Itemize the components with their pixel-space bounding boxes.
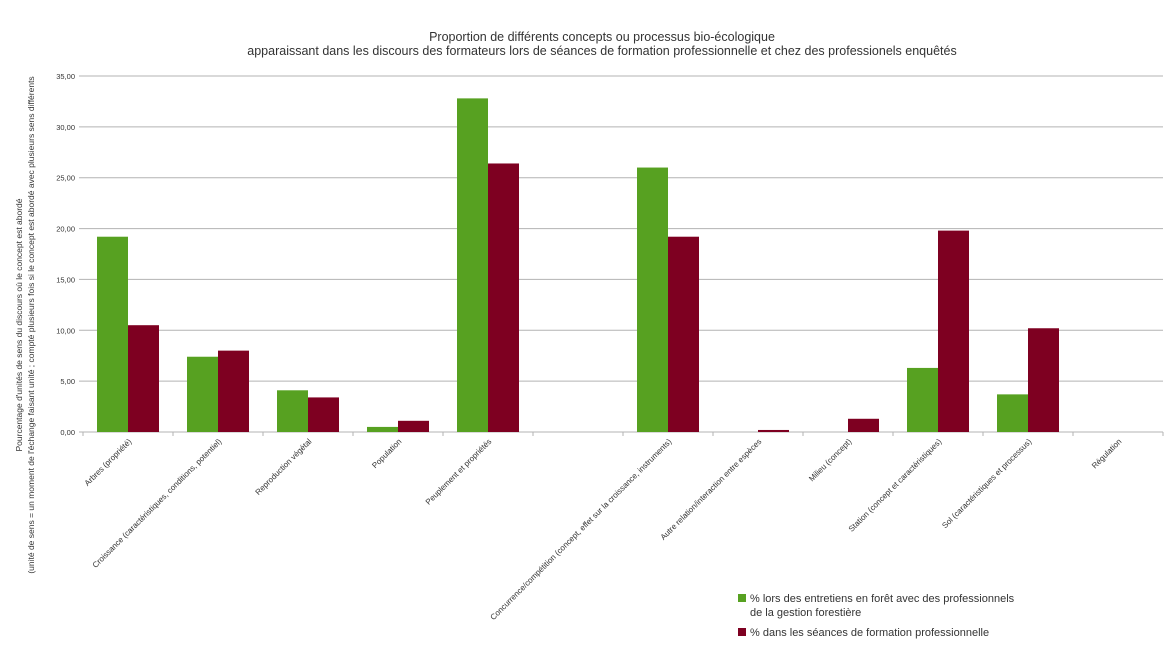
x-tick-label: Station (concept et caractéristiques) (847, 437, 944, 534)
bar (457, 98, 488, 433)
x-tick-label: Sol (caractéristiques et processus) (940, 437, 1033, 530)
bar (308, 397, 339, 432)
bar (848, 418, 879, 432)
bar (128, 325, 159, 432)
bar (277, 390, 308, 432)
y-axis-label: Pourcentage d'unités de sens du discours… (14, 198, 24, 451)
y-tick-label: 10,00 (56, 326, 75, 335)
y-tick-label: 20,00 (56, 225, 75, 234)
chart-title: Proportion de différents concepts ou pro… (429, 30, 775, 44)
bar (907, 367, 938, 432)
x-tick-label: Population (370, 437, 403, 470)
bar (187, 356, 218, 432)
y-tick-label: 5,00 (60, 377, 75, 386)
y-tick-labels: 0,00 5,00 10,00 15,00 20,00 25,00 30,00 35,00 (56, 72, 75, 437)
bar (218, 350, 249, 432)
bar (398, 420, 429, 432)
legend-swatch (738, 628, 746, 636)
legend-label: % dans les séances de formation professi… (750, 627, 989, 639)
y-tick-label: 0,00 (60, 428, 75, 437)
y-tick-label: 25,00 (56, 174, 75, 183)
bar (668, 236, 699, 432)
bars (97, 98, 1059, 433)
bar (1028, 328, 1059, 432)
y-tick-label: 35,00 (56, 72, 75, 81)
x-tick-label: Milieu (concept) (807, 437, 854, 484)
legend-label: de la gestion forestière (750, 607, 861, 619)
y-tick-label: 30,00 (56, 123, 75, 132)
grid-lines (79, 75, 1164, 436)
bar (758, 429, 789, 432)
legend: % lors des entretiens en forêt avec des … (738, 593, 1015, 639)
bar (938, 230, 969, 432)
bar (488, 163, 519, 432)
x-tick-label: Reproduction végétal (254, 437, 314, 497)
bar (997, 394, 1028, 432)
x-tick-label: Arbres (propriété) (83, 437, 134, 488)
bar (367, 426, 398, 432)
x-tick-label: Concurrence/compétition (concept, effet … (489, 437, 674, 622)
y-axis-label-note: (unité de sens = un moment de l'échange … (26, 76, 36, 573)
bar (637, 167, 668, 433)
x-tick-label: Autre relation/interaction entre espèces (659, 437, 764, 542)
legend-swatch (738, 594, 746, 602)
chart-subtitle: apparaissant dans les discours des forma… (247, 44, 956, 58)
x-tick-label: Peuplement et propriétés (424, 437, 494, 507)
bar (97, 236, 128, 432)
y-tick-label: 15,00 (56, 275, 75, 284)
legend-label: % lors des entretiens en forêt avec des … (750, 593, 1015, 605)
x-tick-label: Régulation (1090, 437, 1123, 470)
